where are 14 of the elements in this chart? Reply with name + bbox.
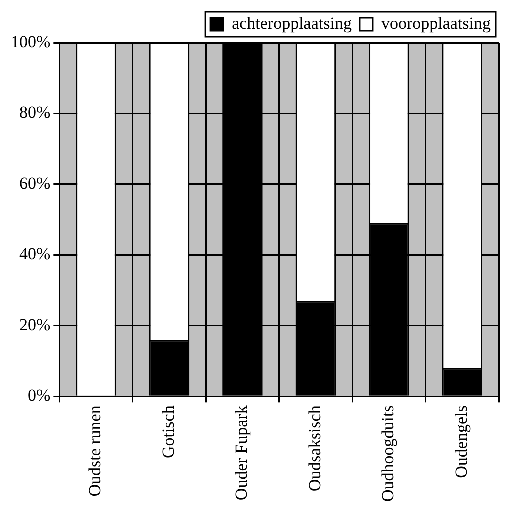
y-tick-label: 60% (19, 174, 51, 193)
y-tick-label: 100% (10, 32, 51, 52)
y-tick-label: 0% (28, 386, 51, 406)
x-tick-label: Ouder Fupark (232, 405, 252, 501)
x-tick-label: Oudhoogduits (378, 406, 398, 502)
x-tick-label: Oudengels (452, 406, 471, 478)
y-tick-label: 40% (19, 244, 51, 264)
x-tick-label: Oudste runen (86, 405, 105, 497)
y-tick-label: 20% (19, 315, 51, 334)
legend-label: achteropplaatsing (232, 14, 352, 33)
legend-label: vooropplaatsing (381, 14, 492, 33)
x-tick-label: Gotisch (158, 405, 178, 459)
y-tick-label: 80% (19, 103, 51, 122)
x-tick-label: Oudsaksisch (305, 405, 324, 492)
